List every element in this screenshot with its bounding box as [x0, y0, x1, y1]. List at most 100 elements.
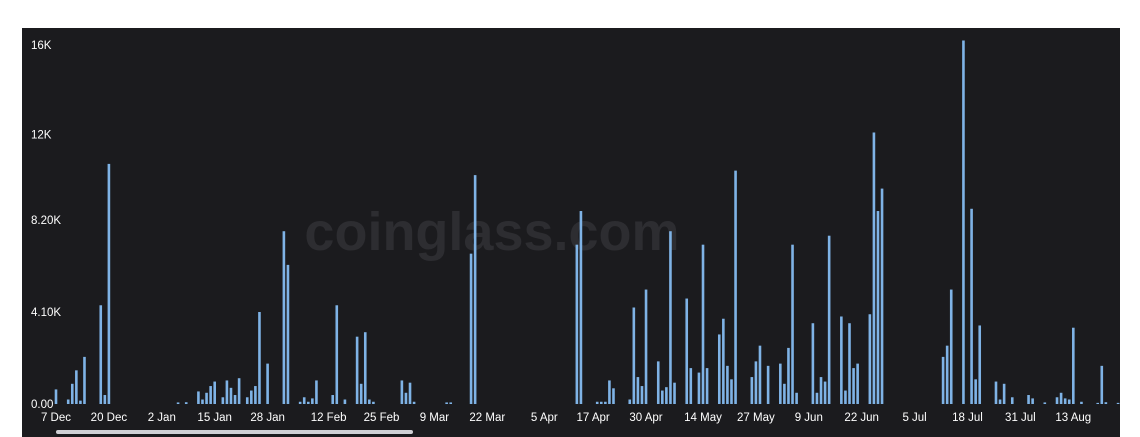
- bar[interactable]: [685, 298, 689, 404]
- bar[interactable]: [302, 397, 306, 404]
- bar[interactable]: [1096, 402, 1100, 404]
- bar[interactable]: [331, 395, 335, 404]
- bar[interactable]: [636, 377, 640, 404]
- bar[interactable]: [1031, 398, 1034, 404]
- bar[interactable]: [575, 244, 579, 404]
- bar[interactable]: [335, 305, 339, 404]
- bar[interactable]: [233, 395, 237, 404]
- bar[interactable]: [266, 363, 269, 404]
- bar[interactable]: [245, 397, 249, 404]
- bar[interactable]: [705, 368, 709, 404]
- bar[interactable]: [1116, 402, 1120, 404]
- bar[interactable]: [978, 325, 982, 404]
- bar[interactable]: [1080, 401, 1083, 404]
- bar[interactable]: [998, 399, 1002, 404]
- bar[interactable]: [941, 356, 945, 404]
- bar[interactable]: [1067, 399, 1071, 404]
- bar[interactable]: [880, 188, 884, 404]
- bar[interactable]: [258, 312, 261, 404]
- bar[interactable]: [70, 383, 74, 404]
- bar[interactable]: [766, 365, 770, 404]
- bar[interactable]: [368, 399, 371, 404]
- bar[interactable]: [225, 380, 229, 404]
- bar[interactable]: [599, 401, 603, 404]
- bar[interactable]: [363, 332, 367, 404]
- bar[interactable]: [306, 401, 310, 404]
- bar[interactable]: [1063, 398, 1067, 404]
- bar[interactable]: [400, 380, 404, 404]
- bar[interactable]: [103, 395, 107, 404]
- bar[interactable]: [237, 378, 241, 404]
- bar[interactable]: [856, 363, 859, 404]
- bar[interactable]: [1104, 402, 1108, 404]
- bar[interactable]: [669, 231, 672, 404]
- bar[interactable]: [612, 388, 615, 404]
- bar[interactable]: [469, 253, 473, 404]
- bar[interactable]: [54, 389, 58, 404]
- bar[interactable]: [595, 401, 599, 404]
- bar[interactable]: [343, 399, 347, 404]
- bar[interactable]: [791, 244, 794, 404]
- bar[interactable]: [107, 163, 111, 404]
- bar[interactable]: [608, 380, 611, 404]
- bar[interactable]: [750, 377, 754, 404]
- bar[interactable]: [844, 390, 847, 404]
- bar[interactable]: [994, 381, 998, 404]
- bar[interactable]: [579, 211, 583, 404]
- bar[interactable]: [250, 390, 253, 404]
- bar[interactable]: [1072, 327, 1075, 404]
- bar[interactable]: [282, 231, 286, 404]
- bar[interactable]: [408, 382, 412, 404]
- bar[interactable]: [815, 392, 819, 404]
- bar[interactable]: [628, 399, 632, 404]
- bar[interactable]: [79, 400, 82, 404]
- bar[interactable]: [404, 392, 408, 404]
- bar[interactable]: [1055, 397, 1059, 404]
- bar[interactable]: [823, 381, 827, 404]
- bar[interactable]: [176, 402, 180, 404]
- bar[interactable]: [75, 370, 78, 404]
- bar[interactable]: [201, 399, 204, 404]
- bar[interactable]: [661, 390, 664, 404]
- bar[interactable]: [840, 316, 843, 404]
- bar[interactable]: [372, 401, 375, 404]
- bar[interactable]: [473, 175, 477, 404]
- bar[interactable]: [754, 361, 758, 404]
- bar[interactable]: [1100, 365, 1104, 404]
- bar[interactable]: [1043, 402, 1047, 404]
- bar[interactable]: [697, 372, 701, 404]
- bar[interactable]: [689, 368, 693, 404]
- bar[interactable]: [311, 398, 314, 404]
- bar[interactable]: [795, 392, 798, 404]
- bar[interactable]: [811, 323, 815, 404]
- bar[interactable]: [819, 377, 823, 404]
- bar[interactable]: [209, 386, 212, 404]
- bar[interactable]: [298, 401, 302, 404]
- bar[interactable]: [632, 307, 636, 404]
- bar[interactable]: [876, 211, 880, 404]
- bar[interactable]: [197, 391, 200, 404]
- bar[interactable]: [355, 336, 359, 404]
- bar[interactable]: [66, 399, 70, 404]
- bar[interactable]: [286, 264, 290, 404]
- bar[interactable]: [945, 345, 949, 404]
- bar[interactable]: [1027, 395, 1030, 404]
- bar[interactable]: [1002, 383, 1006, 404]
- bar[interactable]: [734, 170, 737, 404]
- bar[interactable]: [787, 347, 790, 404]
- bar[interactable]: [640, 386, 644, 404]
- bar[interactable]: [445, 402, 448, 404]
- bar[interactable]: [730, 379, 733, 404]
- bar[interactable]: [449, 402, 453, 404]
- timeline-scroll-thumb[interactable]: [56, 430, 413, 434]
- bar[interactable]: [1010, 397, 1014, 404]
- bar[interactable]: [213, 381, 216, 404]
- bar[interactable]: [970, 208, 973, 404]
- bar[interactable]: [701, 244, 705, 404]
- bar[interactable]: [852, 368, 855, 404]
- bar[interactable]: [665, 387, 668, 404]
- bar[interactable]: [229, 387, 233, 404]
- bar[interactable]: [359, 383, 363, 404]
- bar[interactable]: [827, 235, 831, 404]
- bar[interactable]: [717, 334, 721, 404]
